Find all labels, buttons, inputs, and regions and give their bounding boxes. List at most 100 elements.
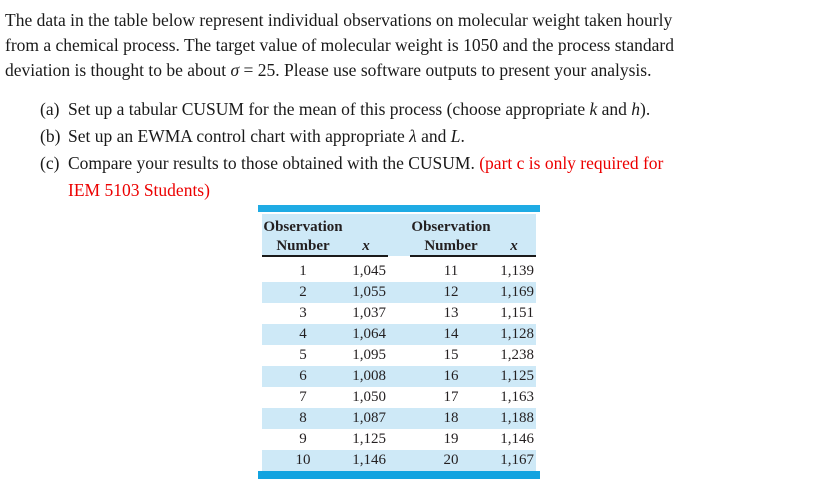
- table-row: 1 1,045 11 1,139: [262, 261, 536, 282]
- x-cell: 1,125: [492, 366, 536, 387]
- task-b-text: Set up an EWMA control chart with approp…: [68, 123, 800, 150]
- x-header: x: [492, 236, 536, 257]
- obs-cell: 14: [410, 324, 492, 345]
- task-c: (c) Compare your results to those obtain…: [40, 150, 800, 204]
- x-cell: 1,064: [344, 324, 388, 345]
- task-a: (a) Set up a tabular CUSUM for the mean …: [40, 96, 800, 123]
- data-table: Observation Observation Number x Number …: [262, 214, 536, 471]
- column-gap: [388, 429, 410, 450]
- table-row: 5 1,095 15 1,238: [262, 345, 536, 366]
- column-gap: [388, 236, 410, 256]
- spacer-cell: [262, 256, 536, 261]
- table-row: 8 1,087 18 1,188: [262, 408, 536, 429]
- table-row: 7 1,050 17 1,163: [262, 387, 536, 408]
- obs-cell: 18: [410, 408, 492, 429]
- obs-cell: 6: [262, 366, 344, 387]
- statement-line-2: from a chemical process. The target valu…: [5, 33, 800, 58]
- obs-header-line2: Number: [262, 236, 344, 257]
- x-header: x: [344, 236, 388, 257]
- obs-cell: 8: [262, 408, 344, 429]
- task-b-body: .: [460, 126, 465, 146]
- task-c-body: Compare your results to those obtained w…: [68, 153, 480, 173]
- obs-cell: 4: [262, 324, 344, 345]
- x-cell: 1,151: [500, 305, 534, 321]
- task-b: (b) Set up an EWMA control chart with ap…: [40, 123, 800, 150]
- x-cell: 1,163: [500, 389, 534, 405]
- x-cell: 1,125: [352, 431, 386, 447]
- problem-statement: The data in the table below represent in…: [5, 8, 800, 83]
- obs-cell: 13: [443, 305, 459, 321]
- statement-text: from a chemical process. The target valu…: [5, 35, 674, 55]
- table-header: Observation Observation Number x Number …: [262, 214, 536, 257]
- obs-cell: 5: [299, 347, 307, 363]
- task-a-marker: (a): [40, 99, 60, 119]
- task-c-red-note: (part c is only required for: [479, 153, 664, 173]
- task-a-text: Set up a tabular CUSUM for the mean of t…: [68, 96, 800, 123]
- statement-text: = 25. Please use software outputs to pre…: [239, 60, 652, 80]
- task-b-body: and: [416, 126, 451, 146]
- x-cell: 1,169: [492, 282, 536, 303]
- table-row: 9 1,125 19 1,146: [262, 429, 536, 450]
- task-list: (a) Set up a tabular CUSUM for the mean …: [40, 96, 800, 204]
- statement-text: The data in the table below represent in…: [5, 10, 673, 30]
- table-row: 10 1,146 20 1,167: [262, 450, 536, 471]
- k-variable: k: [589, 99, 598, 119]
- column-gap: [388, 324, 410, 345]
- task-b-body: Set up an EWMA control chart with approp…: [68, 126, 410, 146]
- L-variable: L: [450, 126, 461, 146]
- x-cell: 1,188: [492, 408, 536, 429]
- statement-line-3: deviation is thought to be about σ = 25.…: [5, 58, 800, 83]
- column-gap: [388, 450, 410, 471]
- obs-cell: 20: [410, 450, 492, 471]
- obs-header-line1: Observation: [262, 214, 344, 236]
- obs-cell: 16: [410, 366, 492, 387]
- obs-header-line1: Observation: [410, 214, 492, 236]
- column-gap: [388, 387, 410, 408]
- table-bottom-bar: [258, 471, 540, 479]
- x-cell: 1,146: [500, 431, 534, 447]
- obs-cell: 3: [299, 305, 307, 321]
- column-gap: [388, 261, 410, 282]
- x-cell: 1,128: [492, 324, 536, 345]
- task-b-marker: (b): [40, 126, 61, 146]
- x-cell: 1,139: [500, 263, 534, 279]
- column-gap: [388, 345, 410, 366]
- x-cell: 1,087: [344, 408, 388, 429]
- x-cell: 1,167: [492, 450, 536, 471]
- obs-cell: 2: [262, 282, 344, 303]
- obs-cell: 19: [443, 431, 459, 447]
- problem-page: The data in the table below represent in…: [0, 8, 814, 500]
- x-cell: 1,045: [352, 263, 386, 279]
- task-a-body: Set up a tabular CUSUM for the mean of t…: [68, 99, 590, 119]
- x-header-spacer: [492, 214, 536, 236]
- column-gap: [388, 282, 410, 303]
- table-top-bar: [258, 205, 540, 212]
- obs-cell: 7: [299, 389, 307, 405]
- header-row-2: Number x Number x: [262, 236, 536, 257]
- lambda-variable: λ: [409, 126, 417, 146]
- obs-cell: 11: [443, 263, 459, 279]
- table-row: 6 1,008 16 1,125: [262, 366, 536, 387]
- observation-table: Observation Observation Number x Number …: [258, 205, 540, 479]
- x-cell: 1,037: [352, 305, 386, 321]
- statement-line-1: The data in the table below represent in…: [5, 8, 800, 33]
- task-c-text: Compare your results to those obtained w…: [68, 150, 800, 204]
- obs-cell: 12: [410, 282, 492, 303]
- h-variable: h: [631, 99, 641, 119]
- statement-text: deviation is thought to be about: [5, 60, 231, 80]
- table-row: 3 1,037 13 1,151: [262, 303, 536, 324]
- table-rows: 1 1,045 11 1,139 2 1,055 12 1,169: [262, 256, 536, 471]
- task-c-marker: (c): [40, 153, 60, 173]
- obs-cell: 17: [443, 389, 459, 405]
- task-c-red-note: IEM 5103 Students): [68, 180, 210, 200]
- x-cell: 1,055: [344, 282, 388, 303]
- column-gap: [388, 366, 410, 387]
- obs-cell: 15: [443, 347, 459, 363]
- sigma-symbol: σ: [230, 60, 240, 80]
- header-row-1: Observation Observation: [262, 214, 536, 236]
- obs-cell: 10: [262, 450, 344, 471]
- table-body-area: Observation Observation Number x Number …: [258, 214, 540, 471]
- task-a-body: and: [597, 99, 632, 119]
- x-cell: 1,146: [344, 450, 388, 471]
- x-header-spacer: [344, 214, 388, 236]
